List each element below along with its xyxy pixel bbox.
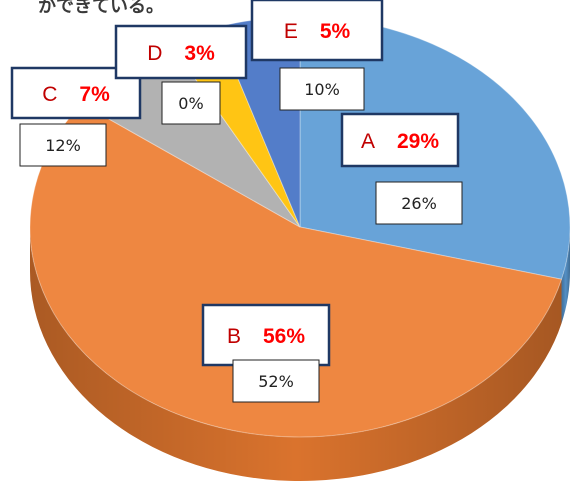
category-label-box-B — [201, 303, 331, 367]
category-label-E: E 5% — [284, 20, 351, 43]
slice-side-shade-A — [561, 227, 570, 324]
category-label-B: B 56% — [227, 325, 305, 348]
category-percent: 56% — [263, 325, 305, 348]
pie-sides — [30, 227, 570, 481]
category-label-A: A 29% — [361, 130, 439, 153]
value-label-E: 10% — [304, 80, 340, 99]
value-label-D: 0% — [178, 94, 203, 113]
category-letter: D — [147, 42, 162, 65]
category-label-C: C 7% — [42, 83, 110, 106]
value-label-box-C — [19, 123, 107, 167]
category-label-D: D 3% — [147, 42, 215, 65]
category-letter: C — [42, 83, 57, 106]
slice-B — [29, 102, 563, 438]
value-label-B: 52% — [258, 372, 294, 391]
category-letter: A — [361, 130, 375, 153]
category-percent: 5% — [320, 20, 351, 43]
category-letter: B — [227, 325, 241, 348]
value-label-A: 26% — [401, 194, 437, 213]
category-percent: 3% — [184, 42, 215, 65]
value-label-C: 12% — [45, 136, 81, 155]
slice-side-shade-B — [30, 227, 562, 481]
caption-text: かできている。 — [38, 0, 164, 17]
value-label-box-B — [232, 359, 320, 403]
value-label-box-E — [279, 67, 365, 111]
pie-labels: A 29% 26% B 56% 52% C 7% 12% D 3% 0% E 5% 10% — [10, 0, 463, 403]
value-label-box-A — [375, 181, 463, 225]
category-label-box-D — [114, 24, 248, 80]
category-label-box-A — [340, 112, 460, 168]
category-percent: 29% — [397, 130, 439, 153]
value-label-box-D — [161, 81, 221, 125]
category-letter: E — [284, 20, 298, 43]
category-percent: 7% — [79, 83, 110, 106]
category-label-box-E — [250, 0, 384, 62]
